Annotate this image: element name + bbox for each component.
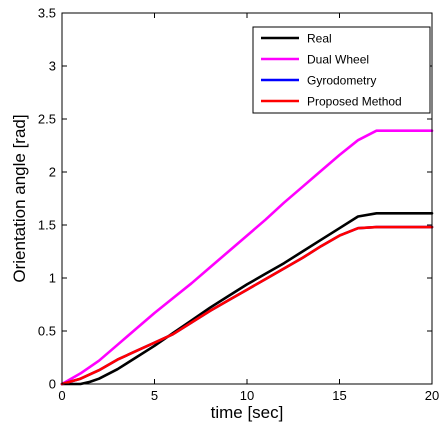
series-line-dual-wheel	[60, 129, 434, 386]
series-line-proposed-method	[60, 225, 434, 386]
y-tick-label: 0.5	[38, 324, 56, 339]
y-tick-label: 3	[49, 59, 56, 74]
legend: Real Dual Wheel Gyrodometry Proposed Method	[252, 26, 431, 114]
plot-frame	[61, 12, 433, 385]
y-tick-label: 3.5	[38, 6, 56, 21]
legend-label: Proposed Method	[307, 95, 402, 109]
x-tick-label: 0	[58, 388, 65, 403]
y-tick-label: 0	[49, 377, 56, 392]
series-line-real	[60, 212, 434, 386]
y-tick-label: 1	[49, 271, 56, 286]
y-tick-label: 2	[49, 165, 56, 180]
y-tick-label: 2.5	[38, 112, 56, 127]
y-axis-title: Orientation angle [rad]	[10, 114, 29, 282]
plot-series	[60, 129, 434, 386]
legend-label: Gyrodometry	[307, 74, 376, 88]
x-axis-title: time [sec]	[211, 403, 284, 422]
x-tick-label: 5	[151, 388, 158, 403]
legend-label: Dual Wheel	[307, 53, 369, 67]
x-tick-label: 20	[425, 388, 439, 403]
legend-box	[252, 26, 431, 114]
legend-label: Real	[307, 32, 332, 46]
x-tick-label: 10	[240, 388, 254, 403]
y-tick-label: 1.5	[38, 218, 56, 233]
x-tick-label: 15	[332, 388, 346, 403]
